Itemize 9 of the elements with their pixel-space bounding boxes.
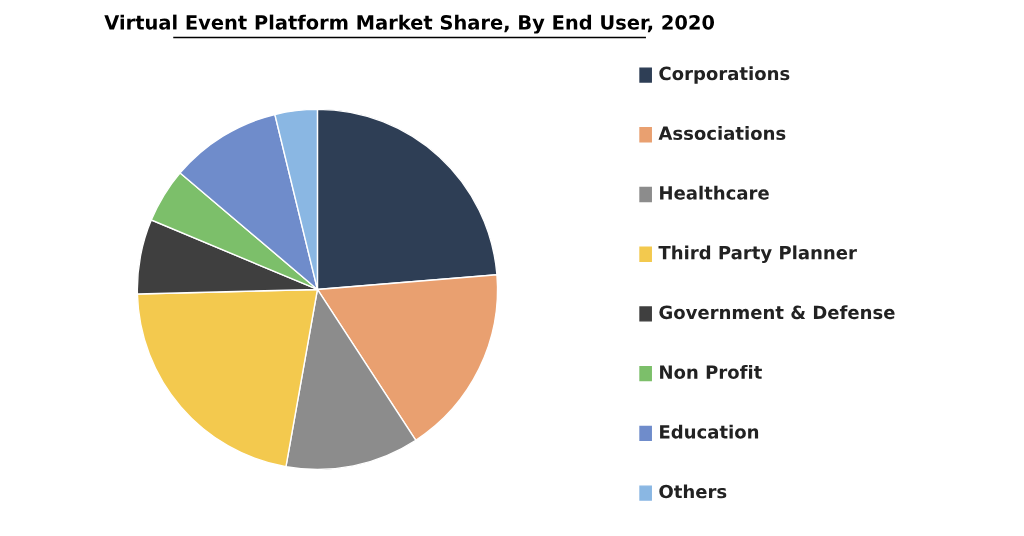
legend-label: Corporations — [659, 66, 790, 84]
legend-label: Third Party Planner — [658, 245, 857, 264]
chart-title: Virtual Event Platform Market Share, By End User, 2020 — [104, 14, 715, 34]
legend-label: Education — [660, 424, 759, 439]
legend-label: Government & Defense — [659, 305, 895, 320]
legend-label: Others — [659, 484, 727, 499]
legend-label: Non Profit — [660, 364, 762, 379]
legend-label: Associations — [658, 126, 786, 140]
legend-label: Healthcare — [660, 185, 769, 200]
